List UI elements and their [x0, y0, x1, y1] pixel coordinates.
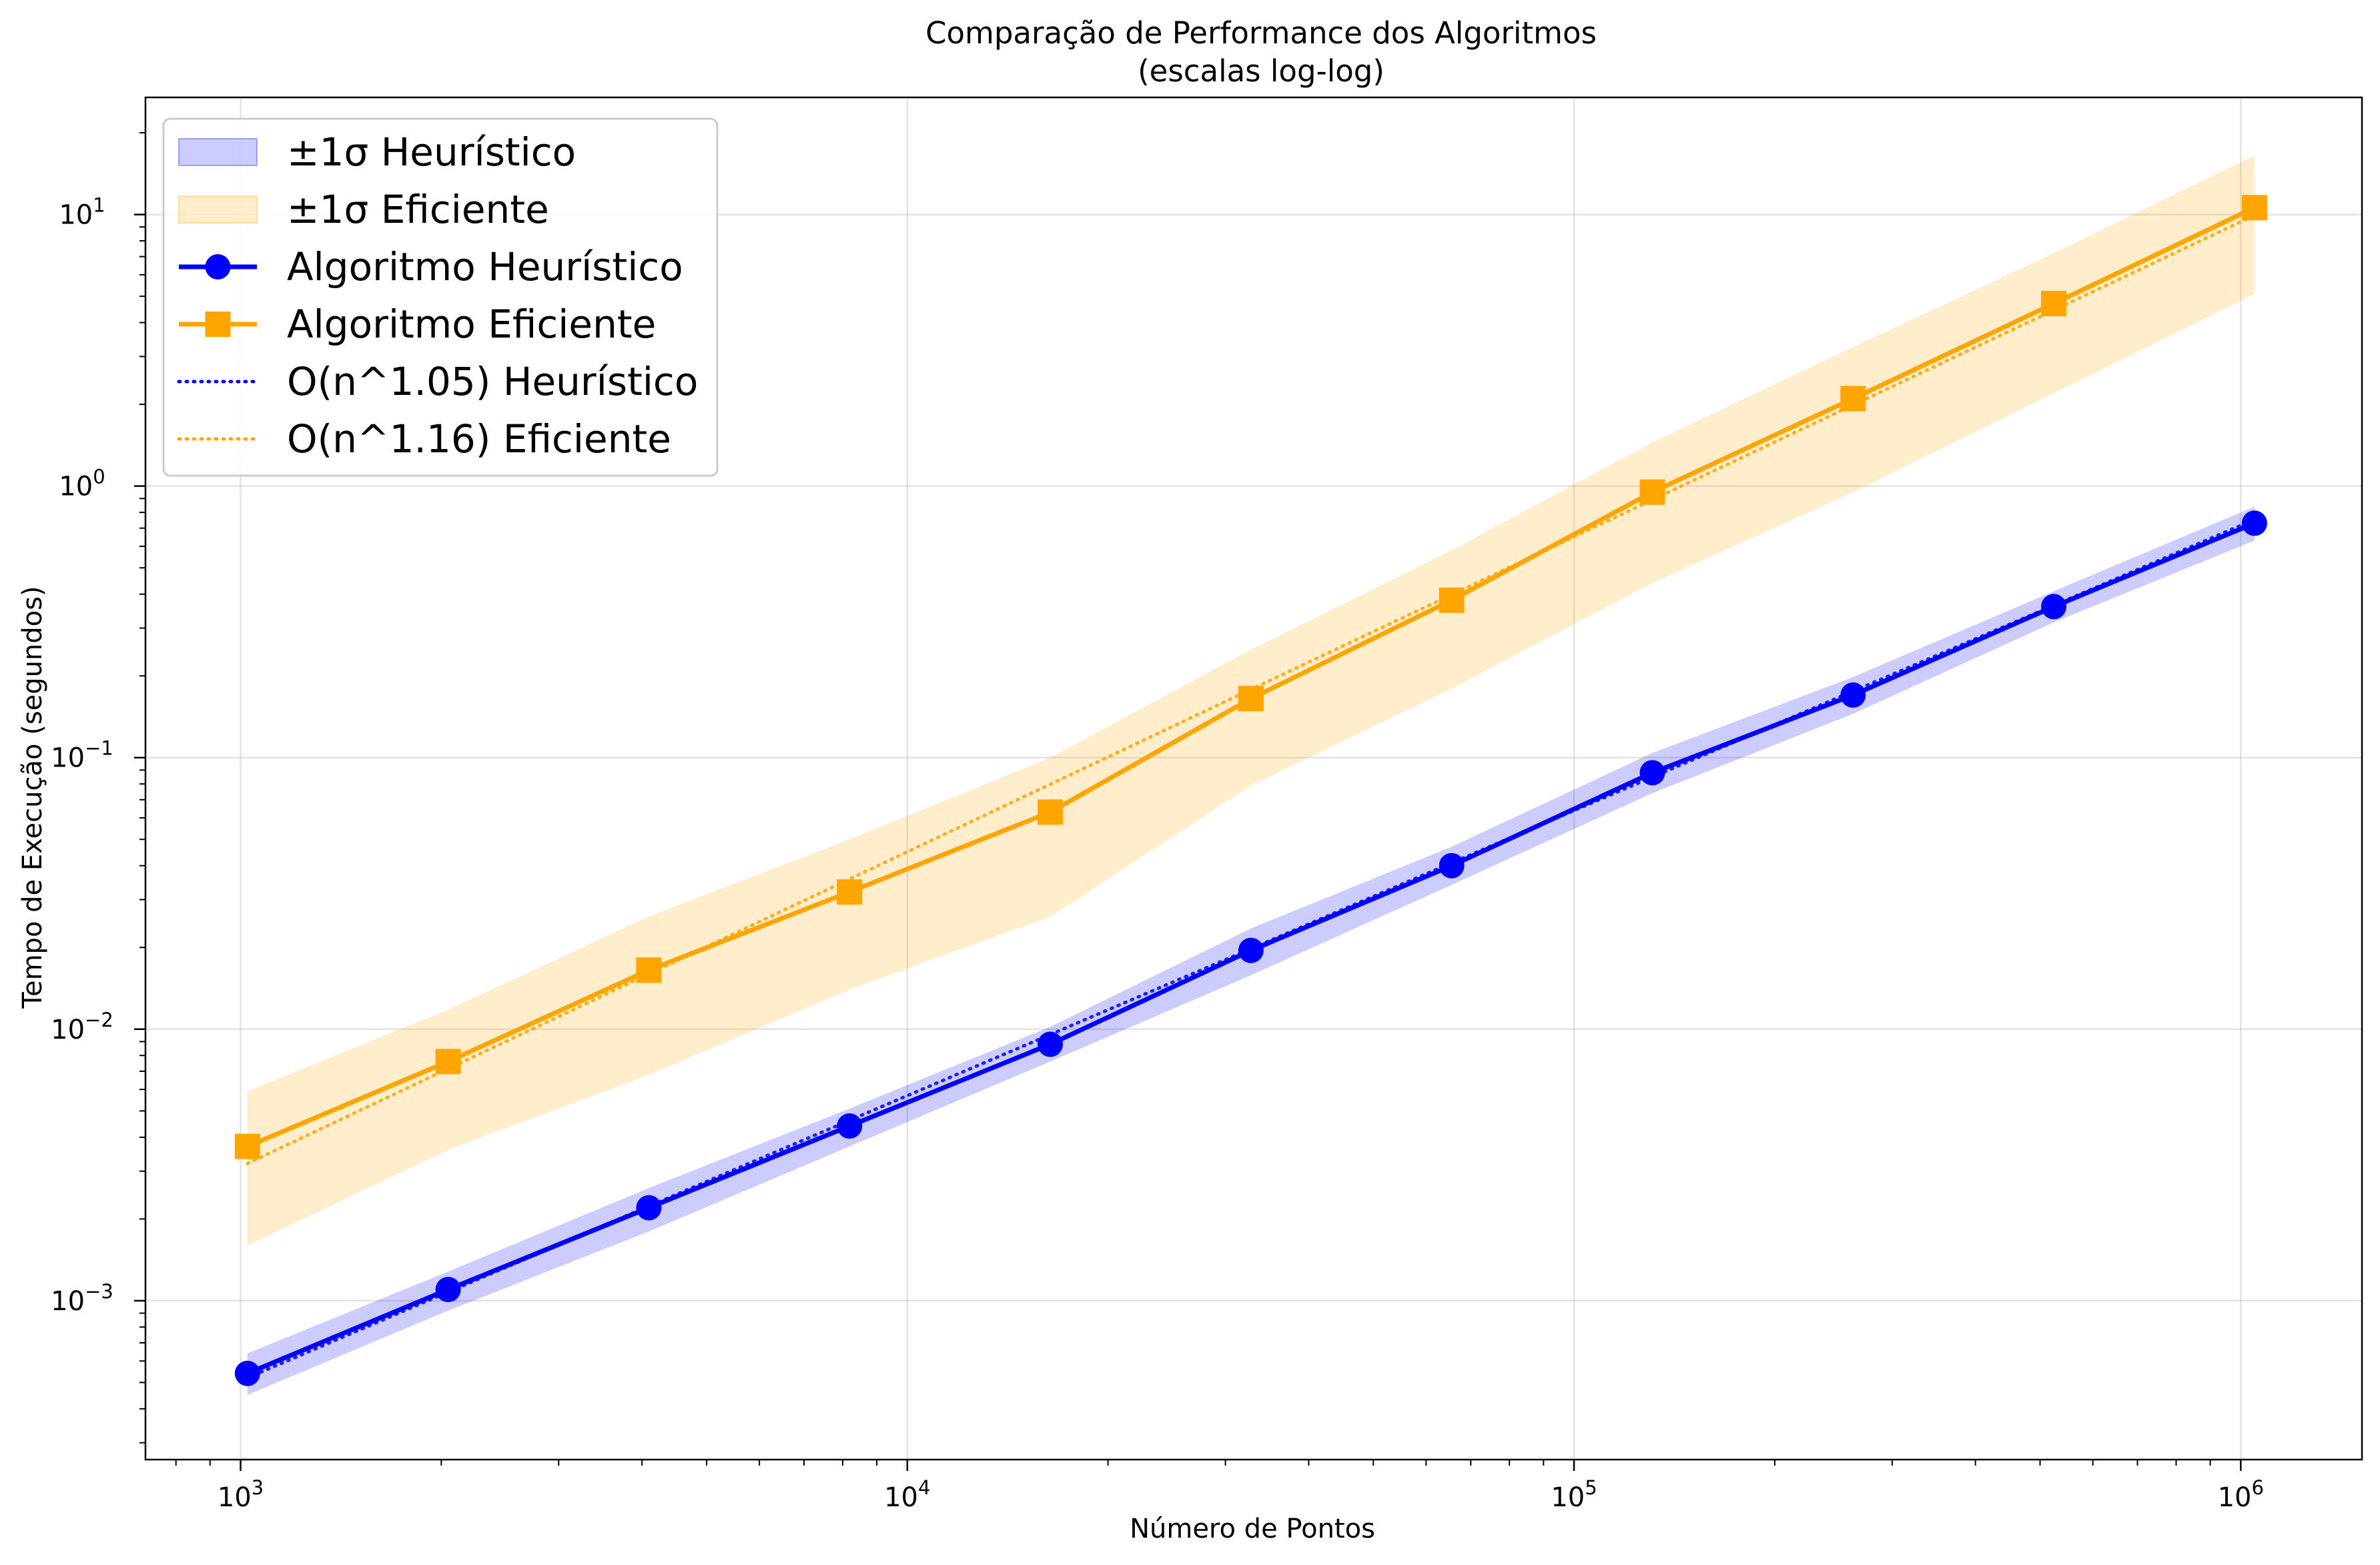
- legend-box: [162, 117, 719, 477]
- legend-marker: [205, 254, 231, 280]
- x-tick-label: 103: [218, 1476, 264, 1513]
- data-point: [1038, 799, 1064, 825]
- data-point: [837, 879, 863, 905]
- data-point: [1639, 479, 1665, 505]
- data-point: [1840, 682, 1866, 708]
- legend-swatch: [178, 138, 258, 166]
- legend-marker: [205, 312, 231, 337]
- y-tick-label: 10−2: [51, 1009, 113, 1045]
- data-point: [1439, 853, 1465, 879]
- y-tick-label: 10−3: [51, 1280, 113, 1317]
- data-point: [435, 1049, 461, 1075]
- data-point: [2241, 195, 2267, 221]
- legend-label: Algoritmo Eficiente: [287, 302, 656, 347]
- data-point: [1439, 587, 1465, 613]
- x-tick-label: 104: [884, 1476, 930, 1513]
- x-tick-label: 105: [1551, 1476, 1597, 1513]
- y-tick-label: 10−1: [51, 737, 113, 774]
- legend-label: Algoritmo Heurístico: [287, 244, 683, 290]
- y-tick-label: 101: [59, 194, 105, 231]
- legend-label: ±1σ Heurístico: [287, 129, 576, 175]
- y-axis-label: Tempo de Execução (segundos): [17, 586, 48, 1009]
- data-point: [636, 1195, 662, 1221]
- data-point: [234, 1360, 260, 1386]
- data-point: [1840, 386, 1866, 412]
- chart-title: Comparação de Performance dos Algoritmos: [925, 15, 1597, 51]
- legend-label: O(n^1.05) Heurístico: [287, 359, 698, 404]
- chart-subtitle: (escalas log-log): [1138, 53, 1384, 89]
- data-point: [435, 1277, 461, 1303]
- x-axis-label: Número de Pontos: [1130, 1514, 1375, 1544]
- data-point: [636, 957, 662, 983]
- series-markers: [234, 195, 2267, 1386]
- x-tick-label: 106: [2218, 1476, 2264, 1513]
- y-tick-label: 100: [59, 466, 105, 502]
- data-point: [2241, 510, 2267, 536]
- legend-swatch: [178, 195, 258, 223]
- axis-ticks: 103 104 105 106 10−3 10−2 10−1 100 101: [51, 132, 2264, 1513]
- legend: ±1σ Heurístico ±1σ Eficiente Algoritmo Heu…: [162, 117, 719, 477]
- data-point: [1639, 760, 1665, 786]
- fit-line: [246, 518, 2257, 1380]
- legend-label: O(n^1.16) Eficiente: [287, 416, 671, 462]
- axes-frame: [144, 96, 2363, 1461]
- data-point: [2041, 594, 2067, 620]
- data-point: [1238, 686, 1264, 712]
- legend-label: ±1σ Eficiente: [287, 187, 549, 232]
- data-point: [837, 1113, 863, 1139]
- data-point: [1238, 937, 1264, 963]
- data-point: [234, 1133, 260, 1159]
- data-point: [2041, 291, 2067, 317]
- data-point: [1038, 1031, 1064, 1057]
